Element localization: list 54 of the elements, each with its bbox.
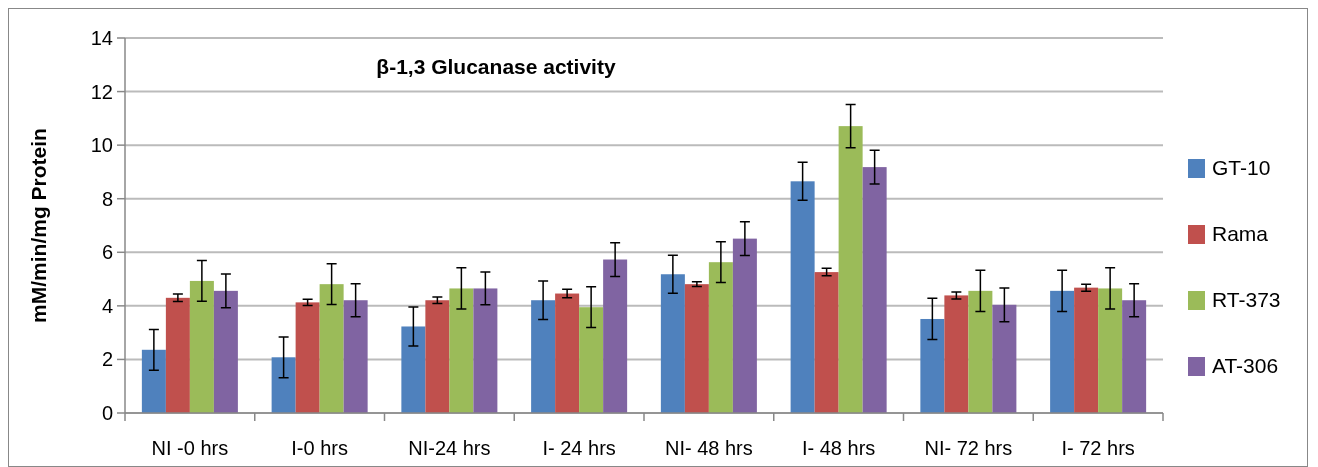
y-tick-label: 4	[101, 294, 113, 317]
bar	[968, 290, 993, 413]
y-tick-label: 10	[90, 134, 113, 157]
x-tick-label: I-0 hrs	[291, 437, 348, 459]
bar	[425, 300, 450, 413]
bar	[1122, 300, 1147, 413]
bar	[814, 272, 839, 413]
x-tick-label: NI-24 hrs	[408, 437, 491, 459]
legend-label: GT-10	[1212, 156, 1271, 180]
y-axis-title: mM/min/mg Protein	[27, 128, 50, 323]
y-tick-label: 12	[90, 80, 113, 103]
y-tick-label: 14	[90, 27, 113, 49]
legend-label: AT-306	[1212, 354, 1279, 378]
bar	[555, 293, 580, 413]
bar	[189, 280, 214, 413]
y-tick-label: 0	[101, 402, 113, 424]
bar	[579, 307, 604, 413]
bar	[165, 297, 190, 413]
bar	[319, 284, 344, 413]
legend-label: RT-373	[1212, 288, 1281, 312]
bar	[531, 300, 556, 413]
x-tick-label: I- 24 hrs	[542, 437, 616, 459]
bar	[343, 300, 368, 413]
bar	[271, 357, 296, 413]
bar	[449, 288, 474, 413]
y-tick-label: 8	[101, 187, 113, 210]
bar	[684, 284, 709, 413]
x-tick-label: I- 72 hrs	[1061, 437, 1135, 459]
bar	[473, 288, 498, 413]
x-tick-label: I- 48 hrs	[801, 437, 876, 459]
bar	[1050, 290, 1075, 413]
bar	[838, 126, 863, 413]
y-tick-label: 2	[101, 348, 113, 371]
bar	[920, 318, 945, 413]
bar	[862, 167, 887, 413]
x-tick-label: NI- 72 hrs	[924, 437, 1013, 459]
text: β-1,3 Glucanase activity	[376, 55, 616, 79]
bar	[660, 274, 685, 413]
bar	[213, 290, 238, 413]
bar	[790, 181, 815, 413]
bar	[141, 349, 166, 413]
bar	[1074, 287, 1099, 413]
x-tick-label: NI -0 hrs	[151, 437, 229, 459]
bar	[708, 262, 733, 413]
bar	[1098, 288, 1123, 413]
bar	[603, 259, 628, 413]
bar	[732, 238, 757, 413]
bar	[401, 326, 426, 413]
bar	[295, 302, 320, 413]
bar	[992, 304, 1017, 413]
bar	[944, 295, 969, 413]
legend-label: Rama	[1212, 222, 1269, 246]
x-tick-label: NI- 48 hrs	[664, 437, 753, 459]
y-tick-label: 6	[101, 241, 113, 264]
